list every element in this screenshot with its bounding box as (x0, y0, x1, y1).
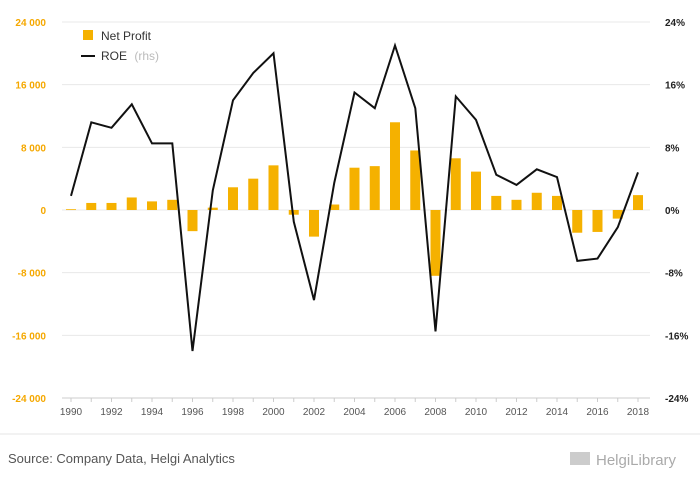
net-profit-bar (268, 165, 279, 210)
x-tick-label: 1992 (100, 407, 123, 418)
net-profit-bar (66, 209, 76, 211)
net-profit-bar (329, 204, 340, 210)
legend: Net Profit ROE (rhs) (81, 29, 159, 63)
grid-lines (62, 21, 650, 399)
net-profit-bar (106, 202, 117, 210)
legend-roe-suffix: (rhs) (134, 49, 159, 63)
net-profit-bars (66, 122, 643, 276)
net-profit-bar (531, 192, 542, 210)
right-tick-label: -24% (665, 394, 688, 405)
legend-label-roe: ROE (rhs) (101, 49, 159, 63)
x-tick-label: 1990 (60, 407, 83, 418)
x-tick-label: 1998 (222, 407, 245, 418)
left-tick-label: 0 (40, 206, 46, 217)
net-profit-bar (390, 122, 400, 210)
net-profit-bar (288, 210, 299, 215)
net-profit-bar (86, 202, 97, 210)
legend-swatch-net-profit (83, 30, 93, 40)
logo-mark (570, 452, 590, 465)
left-tick-label: -24 000 (12, 394, 46, 405)
left-tick-label: 8 000 (21, 143, 46, 154)
net-profit-bar (592, 210, 603, 232)
logo-text: HelgiLibrary (596, 452, 677, 469)
helgi-library-logo: HelgiLibrary (570, 452, 677, 469)
net-profit-bar (410, 150, 421, 210)
right-tick-label: 16% (665, 81, 685, 92)
x-tick-label: 1996 (181, 407, 204, 418)
net-profit-bar (309, 210, 319, 237)
x-tick-label: 2008 (424, 407, 447, 418)
left-tick-label: 16 000 (15, 81, 46, 92)
net-profit-bar (126, 197, 137, 210)
right-tick-label: -8% (665, 269, 683, 280)
left-tick-label: -16 000 (12, 331, 46, 342)
right-tick-label: 24% (665, 18, 685, 29)
legend-label-net-profit: Net Profit (101, 29, 152, 43)
legend-roe-name: ROE (101, 49, 127, 63)
roe-line-group (70, 42, 639, 352)
net-profit-bar (612, 210, 623, 219)
right-tick-label: -16% (665, 331, 688, 342)
left-tick-label: -8 000 (18, 269, 47, 280)
x-tick-label: 2016 (586, 407, 609, 418)
x-tick-label: 2000 (262, 407, 285, 418)
net-profit-bar (511, 199, 522, 210)
right-axis-ticks: -24% -16% -8% 0% 8% 16% 24% (665, 18, 688, 405)
x-tick-label: 1994 (141, 407, 164, 418)
net-profit-bar (349, 167, 360, 210)
net-profit-bar (187, 210, 198, 232)
x-tick-label: 2014 (546, 407, 569, 418)
net-profit-bar (450, 158, 461, 210)
roe-line (70, 42, 639, 352)
x-tick-label: 2006 (384, 407, 407, 418)
right-tick-label: 8% (665, 143, 680, 154)
net-profit-bar (369, 166, 380, 210)
net-profit-bar (471, 171, 481, 210)
x-tick-label: 2002 (303, 407, 326, 418)
net-profit-bar (430, 210, 441, 276)
net-profit-bar (228, 187, 238, 210)
left-axis-ticks: -24 000 -16 000 -8 000 0 8 000 16 000 24 000 (12, 18, 46, 405)
x-tick-label: 2010 (465, 407, 488, 418)
net-profit-bar (167, 199, 178, 210)
net-profit-bar (552, 195, 562, 210)
net-profit-bar (572, 210, 583, 233)
net-profit-bar (491, 195, 502, 210)
net-profit-bar (147, 201, 157, 210)
right-tick-label: 0% (665, 206, 680, 217)
left-tick-label: 24 000 (15, 18, 46, 29)
net-profit-bar (248, 178, 259, 210)
x-tick-label: 2004 (343, 407, 366, 418)
net-profit-bar (207, 207, 218, 210)
x-axis: 1990 1992 1994 1996 1998 2000 2002 2004 2006 2008… (60, 397, 650, 418)
x-tick-label: 2018 (627, 407, 650, 418)
source-text: Source: Company Data, Helgi Analytics (8, 451, 235, 466)
net-profit-bar (633, 195, 643, 210)
x-tick-label: 2012 (505, 407, 528, 418)
